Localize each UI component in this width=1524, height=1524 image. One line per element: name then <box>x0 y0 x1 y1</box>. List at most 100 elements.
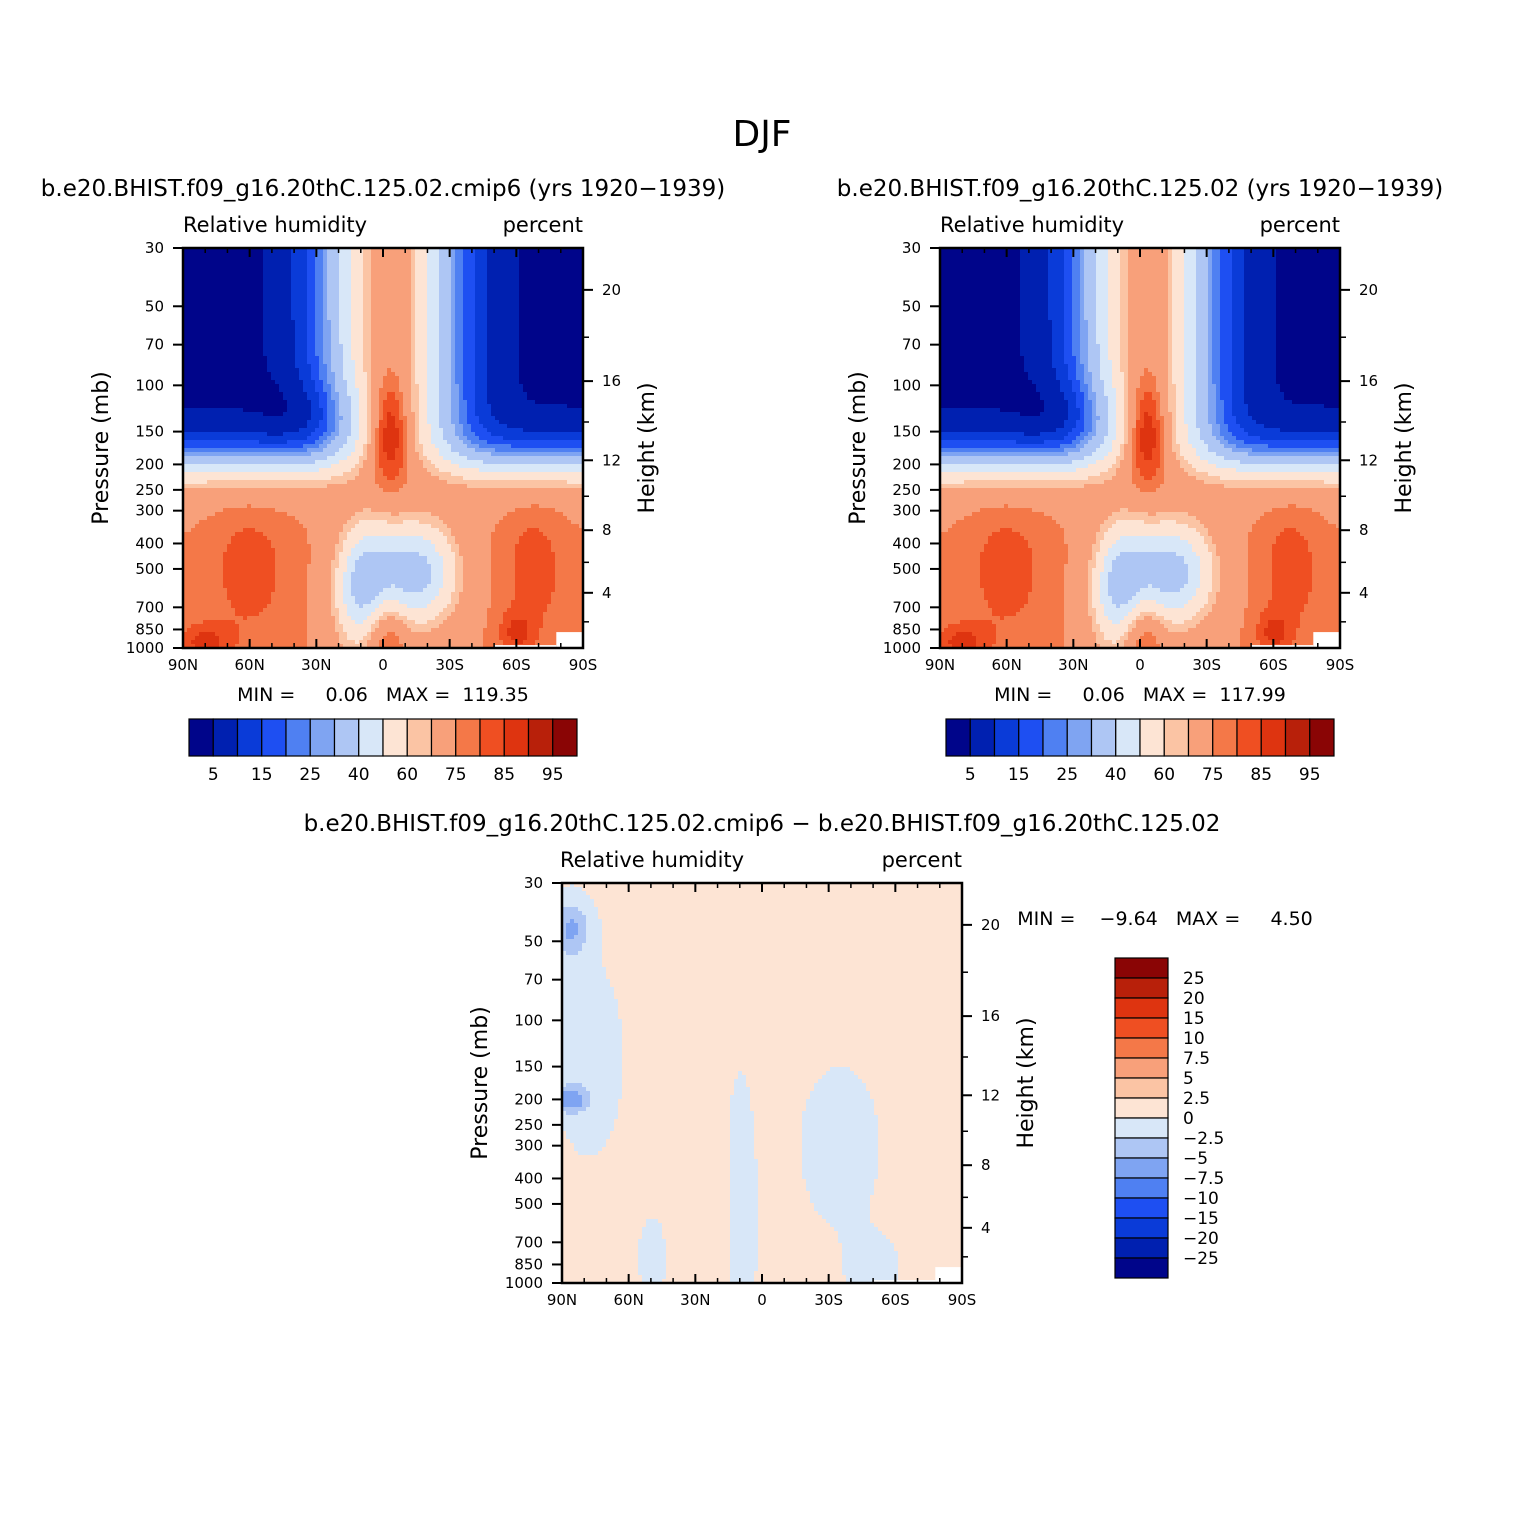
field-cell <box>375 340 380 345</box>
field-cell <box>567 280 572 285</box>
field-cell <box>495 360 500 365</box>
field-cell <box>263 252 268 257</box>
field-cell <box>455 360 460 365</box>
field-cell <box>195 312 200 317</box>
field-cell <box>571 344 576 349</box>
field-cell <box>347 264 352 269</box>
field-cell <box>479 376 484 381</box>
field-cell <box>339 428 344 433</box>
field-cell <box>299 308 304 313</box>
field-cell <box>523 316 528 321</box>
field-cell <box>215 364 220 369</box>
field-cell <box>191 444 196 449</box>
field-cell <box>411 424 416 429</box>
field-cell <box>423 264 428 269</box>
field-cell <box>503 316 508 321</box>
field-cell <box>207 432 212 437</box>
field-cell <box>291 392 296 397</box>
field-cell <box>387 344 392 349</box>
field-cell <box>431 256 436 261</box>
field-cell <box>467 424 472 429</box>
field-cell <box>207 312 212 317</box>
field-cell <box>279 436 284 441</box>
field-cell <box>511 252 516 257</box>
field-cell <box>339 376 344 381</box>
field-cell <box>251 260 256 265</box>
field-cell <box>263 316 268 321</box>
field-cell <box>243 308 248 313</box>
field-cell <box>315 300 320 305</box>
field-cell <box>211 404 216 409</box>
field-cell <box>443 272 448 277</box>
field-cell <box>535 252 540 257</box>
field-cell <box>315 352 320 357</box>
field-cell <box>571 404 576 409</box>
field-cell <box>495 420 500 425</box>
field-cell <box>215 416 220 421</box>
field-cell <box>519 388 524 393</box>
field-cell <box>439 428 444 433</box>
field-cell <box>239 384 244 389</box>
field-cell <box>227 428 232 433</box>
field-cell <box>343 436 348 441</box>
field-cell <box>223 428 228 433</box>
field-cell <box>323 316 328 321</box>
field-cell <box>483 408 488 413</box>
field-cell <box>467 308 472 313</box>
field-cell <box>455 292 460 297</box>
field-cell <box>435 288 440 293</box>
field-cell <box>203 332 208 337</box>
field-cell <box>215 384 220 389</box>
field-cell <box>279 360 284 365</box>
field-cell <box>207 280 212 285</box>
field-cell <box>199 352 204 357</box>
field-cell <box>563 284 568 289</box>
field-cell <box>403 320 408 325</box>
field-cell <box>363 316 368 321</box>
field-cell <box>459 400 464 405</box>
field-cell <box>183 404 188 409</box>
field-cell <box>575 364 580 369</box>
field-cell <box>579 432 583 437</box>
field-cell <box>323 416 328 421</box>
field-cell <box>511 364 516 369</box>
field-cell <box>507 408 512 413</box>
field-cell <box>531 336 536 341</box>
field-cell <box>239 288 244 293</box>
field-cell <box>463 388 468 393</box>
field-cell <box>327 356 332 361</box>
field-cell <box>387 440 392 445</box>
field-cell <box>543 292 548 297</box>
field-cell <box>227 292 232 297</box>
field-cell <box>487 280 492 285</box>
field-cell <box>539 328 544 333</box>
field-cell <box>443 412 448 417</box>
field-cell <box>447 304 452 309</box>
field-cell <box>347 320 352 325</box>
field-cell <box>411 292 416 297</box>
field-cell <box>383 260 388 265</box>
field-cell <box>431 252 436 257</box>
field-cell <box>419 376 424 381</box>
field-cell <box>519 272 524 277</box>
field-cell <box>299 384 304 389</box>
field-cell <box>571 364 576 369</box>
field-cell <box>351 440 356 445</box>
field-cell <box>371 324 376 329</box>
field-cell <box>207 396 212 401</box>
field-cell <box>575 292 580 297</box>
field-cell <box>439 316 444 321</box>
field-cell <box>207 356 212 361</box>
field-cell <box>503 336 508 341</box>
field-cell <box>387 264 392 269</box>
field-cell <box>315 412 320 417</box>
field-cell <box>563 320 568 325</box>
field-cell <box>331 316 336 321</box>
field-cell <box>271 284 276 289</box>
field-cell <box>255 284 260 289</box>
field-cell <box>503 396 508 401</box>
field-cell <box>511 400 516 405</box>
field-cell <box>503 432 508 437</box>
field-cell <box>219 360 224 365</box>
field-cell <box>511 276 516 281</box>
